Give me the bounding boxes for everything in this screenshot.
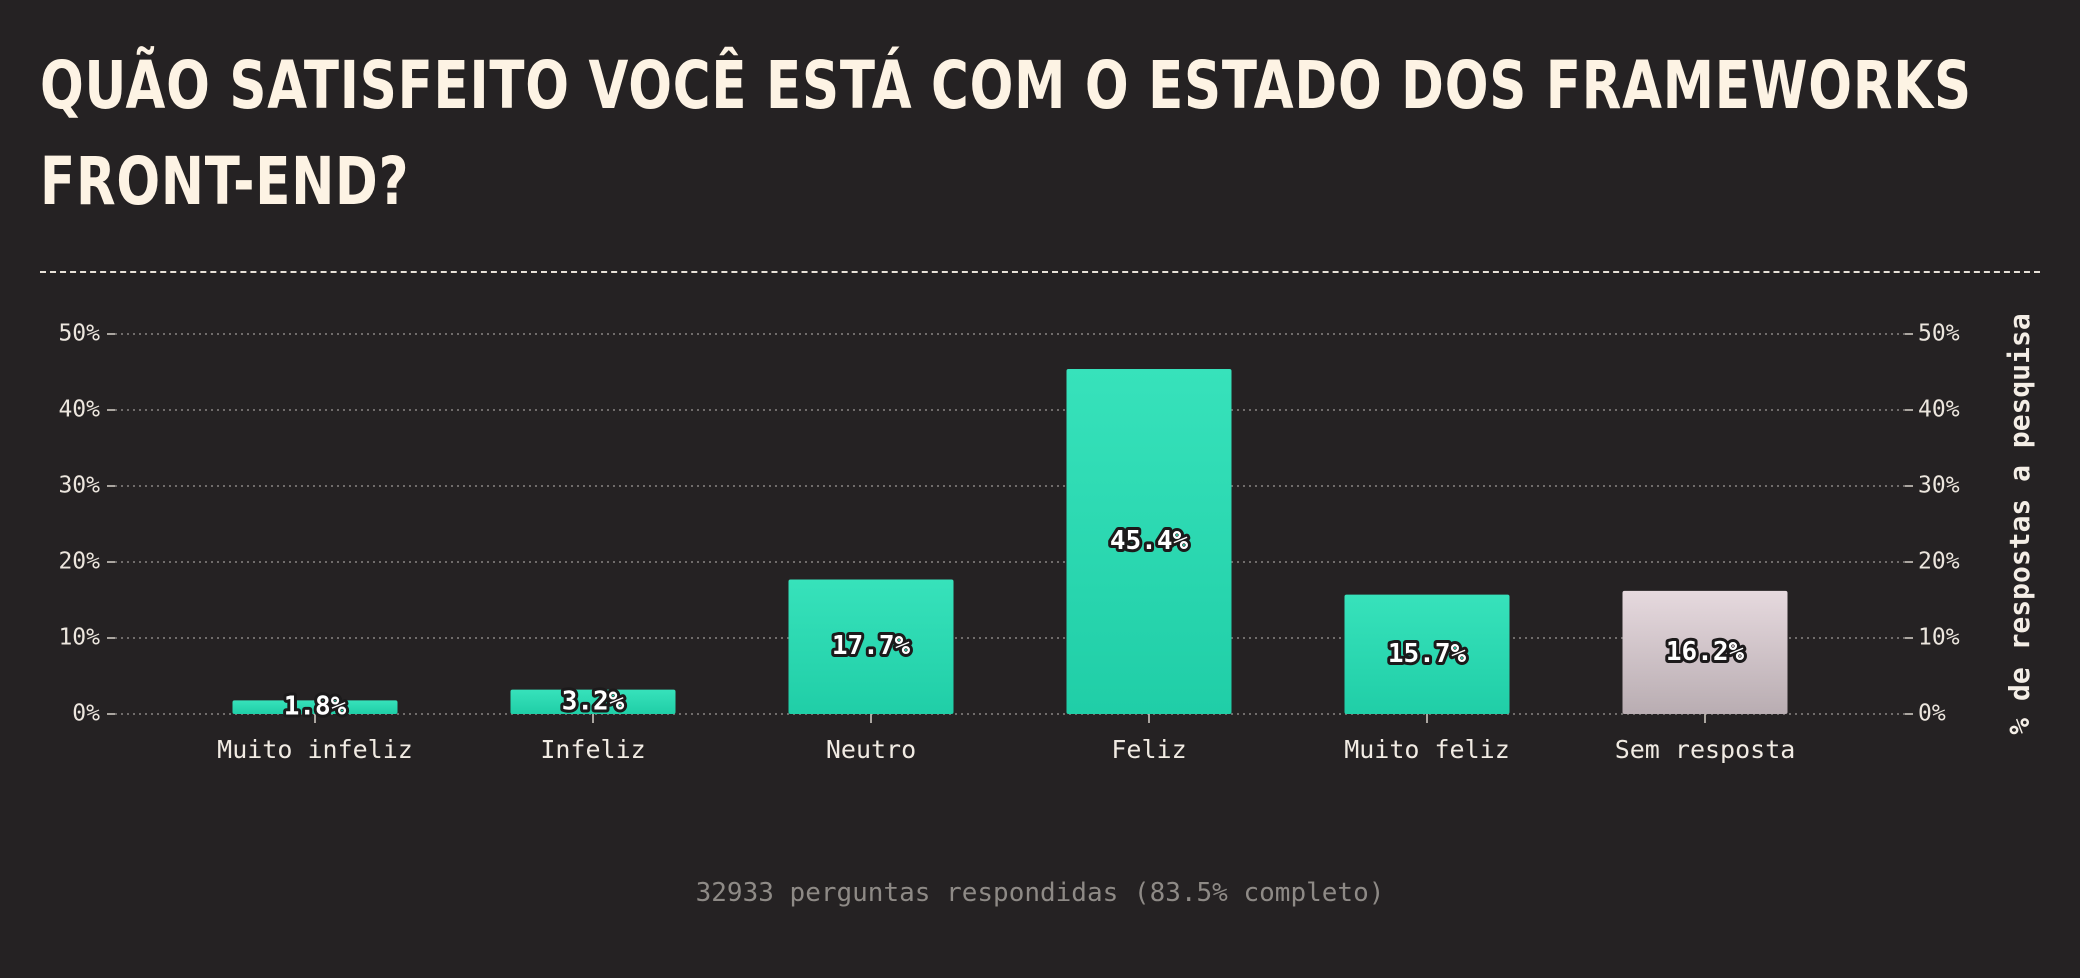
responses-footer: 32933 perguntas respondidas (83.5% compl…: [695, 878, 1385, 908]
bar-value-label: 3.2%: [562, 686, 625, 716]
y-tick-label-left: 20%: [58, 549, 100, 575]
y-tick-label-left: 0%: [72, 701, 100, 727]
y-tick-label-right: 20%: [1918, 549, 1960, 575]
y-tick-label-right: 10%: [1918, 625, 1960, 651]
bar-value-label: 15.7%: [1388, 639, 1467, 669]
y-tick-label-left: 10%: [58, 625, 100, 651]
x-category-label: Neutro: [826, 735, 916, 764]
x-category-label: Infeliz: [540, 735, 645, 764]
bar-muito-infeliz: [232, 700, 398, 714]
y-tick-label-right: 50%: [1918, 321, 1960, 347]
y-tick-label-right: 0%: [1918, 701, 1946, 727]
x-category-label: Feliz: [1111, 735, 1186, 764]
y-tick-label-left: 50%: [58, 321, 100, 347]
x-category-label: Muito feliz: [1344, 735, 1510, 764]
y-tick-label-left: 40%: [58, 397, 100, 423]
bar-value-label: 1.8%: [284, 692, 347, 722]
bar-infeliz: [510, 689, 676, 714]
y-tick-label-left: 30%: [58, 473, 100, 499]
y-axis-title: % de respostas a pesquisa: [2003, 313, 2036, 734]
x-category-label: Muito infeliz: [217, 735, 413, 764]
bar-feliz: [1066, 368, 1232, 714]
bar-sem-resposta: [1622, 590, 1788, 714]
bar-value-label: 17.7%: [832, 631, 911, 661]
bar-neutro: [788, 579, 954, 714]
bar-muito-feliz: [1344, 594, 1510, 714]
chart-title: QUÃO SATISFEITO VOCÊ ESTÁ COM O ESTADO D…: [40, 47, 1972, 220]
title-divider: [40, 271, 2040, 273]
bar-value-label: 16.2%: [1666, 637, 1745, 667]
y-tick-label-right: 30%: [1918, 473, 1960, 499]
x-category-label: Sem resposta: [1615, 735, 1796, 764]
y-tick-label-right: 40%: [1918, 397, 1960, 423]
bar-value-label: 45.4%: [1110, 526, 1189, 556]
